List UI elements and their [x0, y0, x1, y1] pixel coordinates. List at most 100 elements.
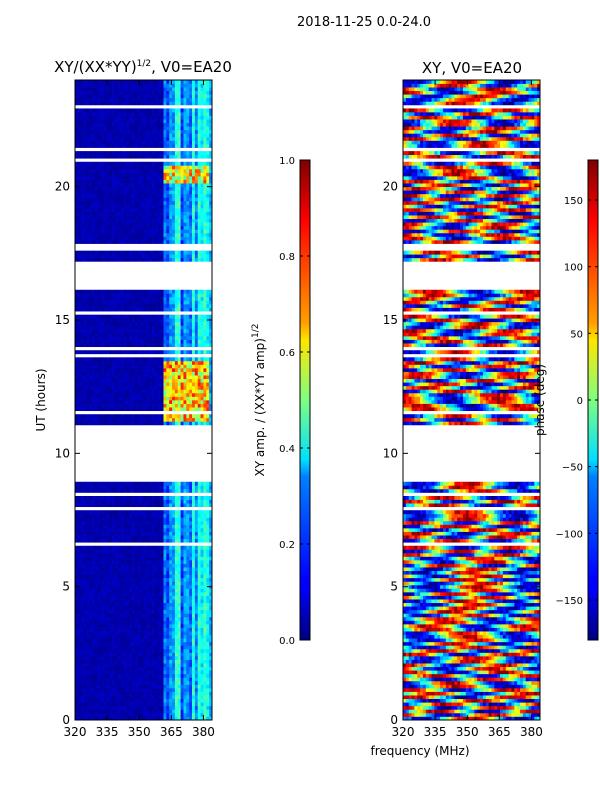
heatmap-cell	[132, 595, 136, 600]
heatmap-cell	[152, 577, 156, 582]
heatmap-cell	[163, 407, 167, 412]
heatmap-cell	[137, 595, 141, 600]
heatmap-cell	[157, 240, 161, 244]
heatmap-cell	[132, 517, 136, 522]
heatmap-cell	[192, 652, 196, 657]
heatmap-cell	[134, 552, 139, 557]
heatmap-cell	[117, 563, 122, 568]
heatmap-cell	[94, 314, 99, 319]
heatmap-cell	[80, 648, 84, 653]
heatmap-cell	[206, 232, 210, 237]
heatmap-cell	[192, 499, 196, 504]
amplitude-title: XY/(XX*YY)1/2, V0=EA20	[54, 58, 232, 76]
heatmap-cell	[203, 520, 207, 525]
heatmap-cell	[177, 510, 181, 515]
heatmap-cell	[106, 535, 110, 540]
heatmap-cell	[177, 232, 181, 237]
heatmap-cell	[194, 606, 199, 611]
heatmap-cell	[83, 581, 87, 586]
heatmap-cell	[86, 403, 90, 408]
heatmap-cell	[132, 602, 136, 607]
heatmap-cell	[86, 645, 90, 650]
heatmap-cell	[177, 289, 181, 294]
heatmap-cell	[143, 481, 147, 486]
heatmap-cell	[169, 688, 173, 692]
heatmap-cell	[120, 403, 124, 408]
heatmap-cell	[163, 336, 167, 340]
heatmap-cell	[154, 570, 159, 575]
heatmap-cell	[174, 634, 179, 639]
heatmap-cell	[163, 400, 167, 404]
heatmap-cell	[149, 328, 153, 333]
heatmap-cell	[200, 670, 204, 675]
heatmap-cell	[97, 592, 102, 596]
heatmap-cell	[114, 620, 119, 625]
heatmap-cell	[163, 602, 167, 607]
heatmap-cell	[134, 524, 139, 529]
heatmap-cell	[75, 382, 79, 387]
heatmap-cell	[172, 656, 176, 660]
heatmap-cell	[200, 673, 204, 678]
heatmap-cell	[183, 236, 187, 241]
heatmap-cell	[103, 556, 107, 561]
heatmap-cell	[75, 652, 79, 657]
heatmap-cell	[166, 677, 170, 682]
heatmap-cell	[112, 652, 116, 657]
heatmap-cell	[77, 563, 82, 568]
heatmap-cell	[172, 673, 176, 678]
heatmap-cell	[177, 407, 181, 412]
heatmap-cell	[117, 663, 122, 668]
heatmap-cell	[83, 624, 87, 628]
heatmap-cell	[94, 684, 99, 689]
heatmap-cell	[109, 339, 113, 344]
heatmap-cell	[160, 574, 164, 579]
heatmap-cell	[106, 400, 110, 404]
heatmap-cell	[132, 677, 136, 682]
heatmap-cell	[129, 343, 133, 348]
heatmap-cell	[94, 606, 99, 611]
heatmap-cell	[120, 588, 124, 593]
heatmap-cell	[172, 648, 176, 653]
heatmap-cell	[75, 631, 79, 636]
heatmap-cell	[146, 570, 150, 575]
heatmap-cell	[114, 641, 119, 646]
heatmap-cell	[163, 691, 167, 696]
heatmap-cell	[86, 663, 90, 668]
heatmap-cell	[189, 357, 193, 362]
heatmap-cell	[137, 538, 141, 543]
heatmap-cell	[97, 328, 102, 333]
heatmap-cell	[132, 688, 136, 692]
heatmap-cell	[154, 485, 159, 490]
heatmap-cell	[94, 592, 99, 596]
heatmap-cell	[206, 620, 210, 625]
heatmap-cell	[123, 666, 127, 671]
heatmap-cell	[126, 698, 130, 703]
heatmap-cell	[192, 321, 196, 326]
heatmap-cell	[189, 236, 193, 241]
heatmap-cell	[203, 389, 207, 394]
heatmap-cell	[114, 684, 119, 689]
heatmap-cell	[149, 368, 153, 372]
heatmap-cell	[114, 371, 119, 376]
heatmap-cell	[120, 631, 124, 636]
heatmap-cell	[137, 296, 141, 301]
heatmap-cell	[154, 670, 159, 675]
heatmap-cell	[140, 368, 144, 372]
heatmap-cell	[152, 257, 156, 262]
heatmap-cell	[75, 677, 79, 682]
heatmap-cell	[203, 307, 207, 312]
heatmap-cell	[112, 378, 116, 383]
heatmap-cell	[120, 656, 124, 660]
heatmap-cell	[160, 670, 164, 675]
heatmap-cell	[183, 695, 187, 700]
heatmap-cell	[209, 680, 212, 685]
heatmap-cell	[163, 396, 167, 401]
heatmap-cell	[117, 375, 122, 380]
heatmap-cell	[160, 695, 164, 700]
heatmap-cell	[163, 560, 167, 564]
heatmap-cell	[80, 389, 84, 394]
heatmap-cell	[177, 680, 181, 685]
heatmap-cell	[200, 620, 204, 625]
heatmap-cell	[160, 236, 164, 241]
heatmap-cell	[140, 421, 144, 426]
